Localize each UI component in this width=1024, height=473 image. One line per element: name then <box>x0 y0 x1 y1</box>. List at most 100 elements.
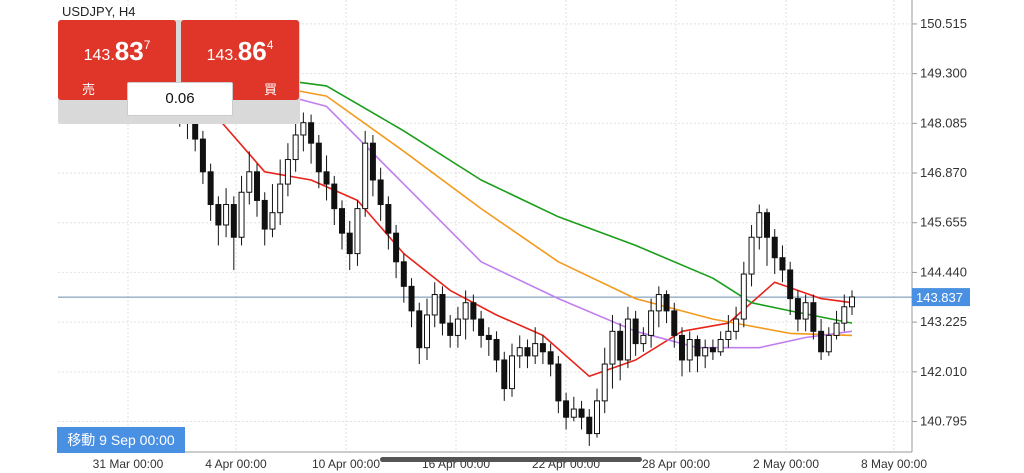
candle-body <box>632 318 639 345</box>
y-tick-label: 145.655 <box>920 215 967 230</box>
candle-body <box>586 416 593 435</box>
candle <box>377 167 384 221</box>
candlesticks <box>169 83 855 446</box>
candle <box>269 184 276 238</box>
candle-body <box>431 294 438 316</box>
time-axis: 31 Mar 00:00 4 Apr 00:00 10 Apr 00:00 16 Ap… <box>93 457 928 471</box>
candle <box>230 196 237 270</box>
candle-body <box>655 294 662 312</box>
candle <box>810 294 817 340</box>
candle-body <box>624 318 631 361</box>
candle-body <box>524 347 531 357</box>
y-tick-label: 143.225 <box>920 314 967 329</box>
candle-body <box>694 339 701 357</box>
candle <box>740 261 747 328</box>
candle <box>570 396 577 422</box>
candle <box>648 298 655 348</box>
candle <box>818 319 825 360</box>
candle-body <box>771 236 778 259</box>
candle <box>462 290 469 340</box>
candle-body <box>300 122 307 136</box>
candle-body <box>841 306 848 324</box>
candle-body <box>748 236 755 275</box>
candle-body <box>254 171 260 201</box>
candle-body <box>849 296 855 308</box>
candle-body <box>462 302 469 320</box>
moving-average-purple <box>171 76 853 349</box>
candle <box>717 331 724 356</box>
candle-body <box>702 347 709 357</box>
candle-body <box>223 204 230 226</box>
candle-body <box>794 298 801 320</box>
candle <box>617 323 624 381</box>
candle <box>694 335 701 373</box>
candle <box>594 388 600 438</box>
candle-body <box>339 208 345 234</box>
candle <box>671 302 678 348</box>
chart-scrollbar[interactable] <box>380 457 642 462</box>
candle-body <box>354 208 361 255</box>
candle <box>261 192 268 246</box>
scroll-to-button[interactable]: 移動 9 Sep 00:00 <box>57 427 185 453</box>
candle <box>532 327 539 365</box>
candle <box>609 314 616 389</box>
candle-body <box>400 261 407 287</box>
candle <box>215 196 222 246</box>
candle-body <box>601 363 608 402</box>
moving-average-green <box>171 68 853 324</box>
y-tick-label: 150.515 <box>920 16 967 31</box>
candle-body <box>539 343 546 353</box>
spread-value[interactable]: 0.06 <box>127 82 233 116</box>
candle <box>246 151 253 205</box>
current-price-label: 143.837 <box>916 290 963 305</box>
candle-body <box>246 171 253 193</box>
candle-body <box>493 339 500 361</box>
buy-price-small: 143. <box>206 47 238 64</box>
candle <box>207 163 214 221</box>
candle-body <box>594 400 600 435</box>
candle-body <box>609 330 616 365</box>
candle <box>339 200 345 250</box>
candle <box>254 163 260 217</box>
candle-body <box>308 122 315 144</box>
candle-body <box>315 142 322 173</box>
candle <box>385 196 392 250</box>
y-tick-label: 146.870 <box>920 165 967 180</box>
candle-body <box>385 204 392 234</box>
candle <box>787 261 794 315</box>
candle-body <box>501 359 508 390</box>
candle <box>663 290 670 324</box>
candle-body <box>454 318 461 336</box>
candle-body <box>516 347 523 357</box>
price-axis: 150.515 149.300 148.085 146.870 145.655 144.4… <box>912 16 970 429</box>
candle-body <box>269 212 276 230</box>
candle-body <box>478 318 485 336</box>
candle-body <box>215 204 222 226</box>
buy-price: 143.864 <box>181 36 299 67</box>
candle-body <box>717 339 724 353</box>
candle-body <box>725 330 732 341</box>
candle <box>485 327 492 356</box>
buy-price-sup: 4 <box>266 38 274 52</box>
x-tick-label: 31 Mar 00:00 <box>93 457 164 471</box>
candle-body <box>756 212 763 238</box>
candle <box>439 286 446 336</box>
candle <box>624 306 631 369</box>
candle <box>539 335 546 365</box>
x-tick-label: 2 May 00:00 <box>753 457 819 471</box>
candle <box>849 290 855 315</box>
candle <box>601 347 608 414</box>
x-tick-label: 28 Apr 00:00 <box>642 457 710 471</box>
y-tick-label: 140.795 <box>920 414 967 429</box>
sell-price-sup: 7 <box>143 38 151 52</box>
buy-label: 買 <box>263 82 277 97</box>
candle <box>470 294 477 332</box>
candle-body <box>447 322 454 336</box>
candle <box>733 306 740 340</box>
candle-body <box>323 171 330 185</box>
candle-body <box>192 122 199 140</box>
y-tick-label: 148.085 <box>920 115 967 130</box>
candle <box>679 327 685 377</box>
candle <box>547 343 554 377</box>
